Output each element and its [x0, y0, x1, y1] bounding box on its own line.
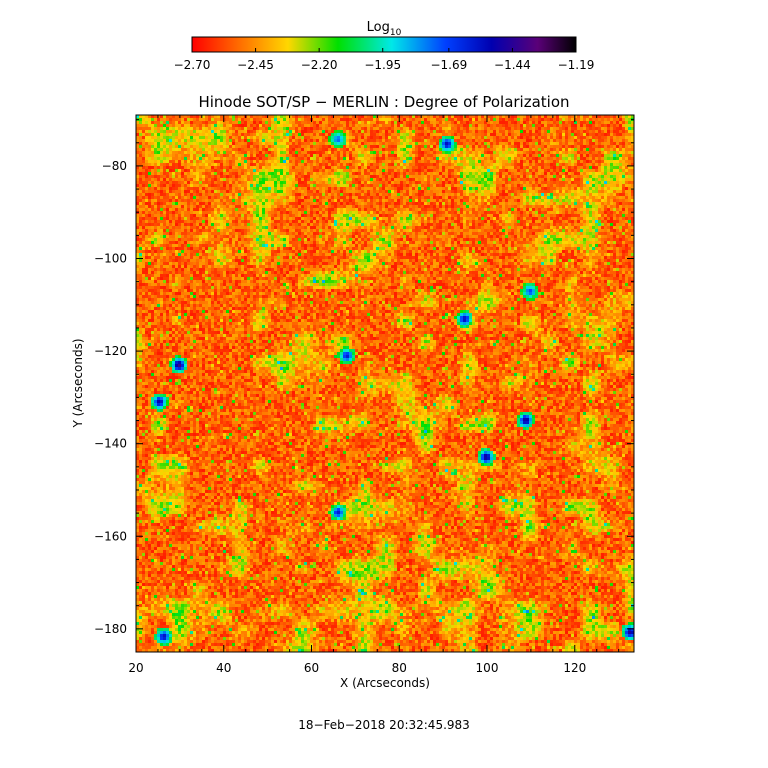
x-tick-label-2: 60	[304, 661, 319, 675]
x-tick-label-4: 100	[476, 661, 499, 675]
plot-frame	[135, 114, 635, 653]
x-axis-label: X (Arcseconds)	[340, 676, 430, 690]
y-axis-label: Y (Arcseconds)	[71, 338, 85, 428]
x-tick-label-0: 20	[128, 661, 143, 675]
heatmap	[135, 114, 635, 653]
colorbar-gradient	[191, 36, 577, 53]
timestamp: 18−Feb−2018 20:32:45.983	[298, 718, 470, 732]
colorbar-tick-label-0: −2.70	[174, 58, 211, 72]
y-tick-label-3: −140	[94, 437, 127, 451]
x-axis: 20 40 60 80 100 120	[128, 115, 620, 675]
y-axis: −80 −100 −120 −140 −160 −180	[94, 119, 634, 653]
colorbar-tick-label-2: −2.20	[301, 58, 338, 72]
colorbar-tick-label-6: −1.19	[558, 58, 595, 72]
y-tick-label-2: −120	[94, 344, 127, 358]
x-tick-label-1: 40	[216, 661, 231, 675]
chart-title: Hinode SOT/SP − MERLIN : Degree of Polar…	[198, 93, 569, 111]
y-tick-label-5: −180	[94, 622, 127, 636]
y-tick-label-4: −160	[94, 529, 127, 543]
x-tick-label-3: 80	[392, 661, 407, 675]
colorbar-tick-label-4: −1.69	[430, 58, 467, 72]
heatmap-cells	[136, 115, 634, 652]
y-tick-label-1: −100	[94, 252, 127, 266]
colorbar-tick-label-5: −1.44	[494, 58, 531, 72]
colorbar-ticks: −2.70 −2.45 −2.20 −1.95 −1.69 −1.44 −1.19	[174, 48, 595, 72]
x-tick-label-5: 120	[563, 661, 586, 675]
colorbar-label: Log10	[367, 20, 402, 38]
colorbar: Log10 −2.70 −2.45 −2.20 −1.95 −1.69 −1.44 −1.1…	[174, 20, 595, 72]
colorbar-tick-label-1: −2.45	[237, 58, 274, 72]
colorbar-tick-label-3: −1.95	[364, 58, 401, 72]
y-tick-label-0: −80	[102, 159, 127, 173]
